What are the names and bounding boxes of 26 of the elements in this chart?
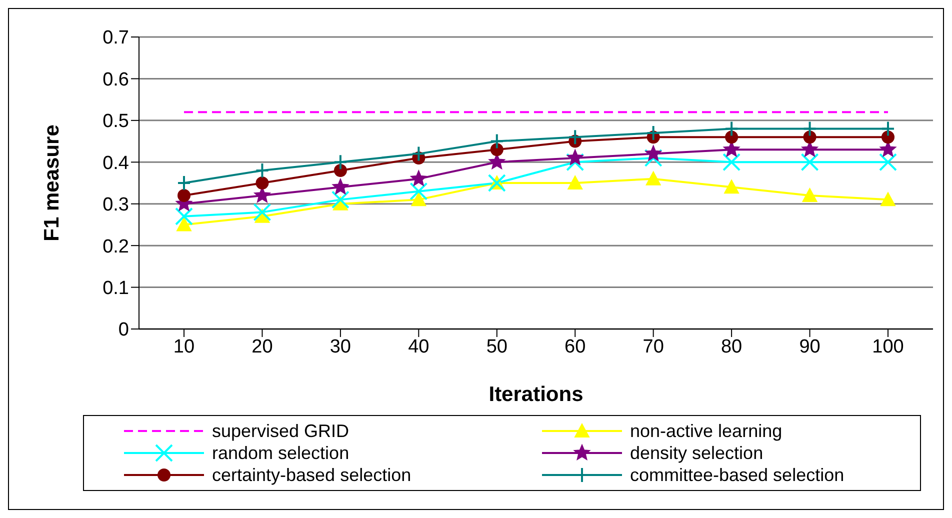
x-tick-label: 40 [408, 336, 430, 358]
y-tick-label: 0.1 [102, 278, 129, 300]
y-tick-label: 0.6 [102, 69, 129, 90]
x-tick-label: 20 [252, 336, 273, 358]
x-tick-label: 60 [564, 336, 586, 358]
x-tick-label: 80 [720, 336, 742, 358]
x-tick-label: 100 [872, 336, 904, 358]
y-tick-label: 0.4 [102, 152, 130, 174]
legend-label: non-active learning [630, 420, 782, 442]
legend-label: committee-based selection [630, 464, 844, 486]
legend-label: certainty-based selection [212, 464, 412, 486]
y-tick-label: 0 [118, 320, 129, 341]
x-tick-label: 30 [330, 336, 352, 358]
y-tick-label: 0.3 [102, 194, 129, 216]
legend-label: density selection [630, 442, 764, 464]
x-axis-title: Iterations [488, 383, 584, 406]
y-axis-title: F1 measure [40, 124, 64, 242]
y-tick-label: 0.5 [102, 111, 129, 132]
y-tick-label: 0.2 [102, 236, 129, 258]
x-tick-label: 70 [642, 336, 664, 358]
legend-label: random selection [212, 442, 350, 464]
x-tick-label: 90 [799, 336, 820, 358]
x-tick-label: 10 [173, 336, 195, 358]
x-tick-label: 50 [486, 336, 508, 358]
legend-label: supervised GRID [212, 420, 350, 442]
y-tick-label: 0.7 [102, 28, 129, 49]
